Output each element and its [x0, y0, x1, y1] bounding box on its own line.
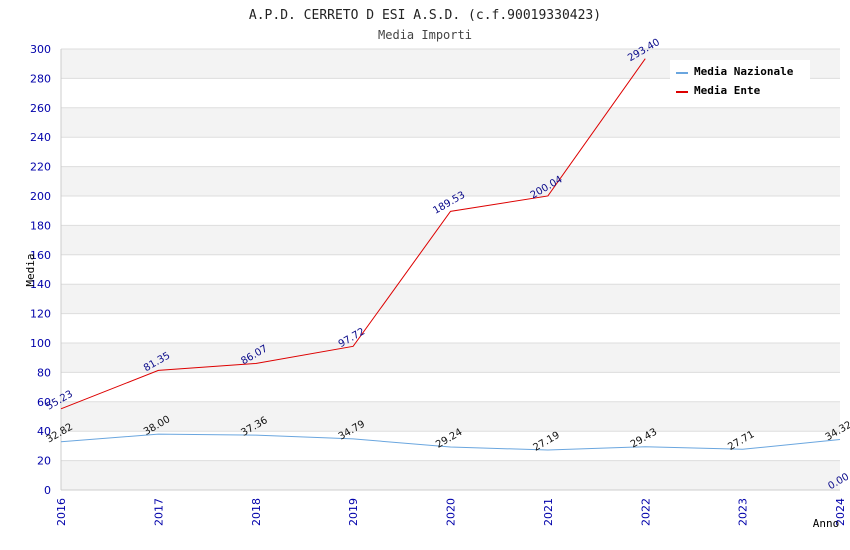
x-axis-label: Anno: [813, 517, 840, 530]
legend-label-media-nazionale: Media Nazionale: [694, 65, 794, 78]
y-tick-label: 20: [37, 455, 51, 468]
legend: Media Nazionale Media Ente: [670, 60, 810, 102]
y-tick-label: 300: [30, 43, 51, 56]
y-axis-label: Media: [24, 253, 37, 286]
grid-band: [61, 431, 840, 461]
x-tick-label: 2018: [250, 498, 263, 526]
y-tick-label: 60: [37, 396, 51, 409]
series-line-media-nazionale: [60, 433, 841, 451]
grid-band: [61, 137, 840, 167]
grid-band: [61, 196, 840, 226]
grid-band: [61, 225, 840, 255]
y-tick-label: 200: [30, 190, 51, 203]
grid-band: [61, 460, 840, 490]
y-tick-label: 240: [30, 131, 51, 144]
x-tick-label: 2023: [737, 498, 750, 526]
y-tick-label: 80: [37, 366, 51, 379]
grid-band: [61, 372, 840, 402]
series-line-media-ente: [60, 58, 646, 410]
y-tick-label: 120: [30, 308, 51, 321]
x-tick-label: 2024: [834, 498, 847, 526]
y-tick-label: 220: [30, 161, 51, 174]
chart-title: A.P.D. CERRETO D ESI A.S.D. (c.f.9001933…: [249, 8, 601, 23]
y-tick-label: 40: [37, 425, 51, 438]
grid-band: [61, 166, 840, 196]
series-lines: [60, 58, 841, 451]
x-tick-label: 2020: [445, 498, 458, 526]
chart-subtitle: Media Importi: [378, 28, 472, 42]
grid-band: [61, 401, 840, 432]
x-tick-label: 2021: [542, 498, 555, 526]
y-tick-label: 260: [30, 102, 51, 115]
x-tick-label: 2022: [639, 498, 652, 526]
y-tick-label: 180: [30, 219, 51, 232]
x-tick-label: 2019: [347, 498, 360, 526]
y-tick-label: 160: [30, 249, 51, 262]
y-axis-ticks: 0 20 40 60 80 100 120 140 160 180 200 220 240 260 280 3…: [30, 43, 51, 497]
grid-bands: [60, 48, 840, 491]
y-tick-label: 0: [44, 484, 51, 497]
x-axis-ticks: 2016 2017 2018 2019 2020 2021 2022 2023 2024: [55, 498, 847, 526]
grid-band: [61, 284, 840, 314]
x-tick-label: 2016: [55, 498, 68, 526]
grid-band: [61, 313, 840, 343]
legend-box: [670, 60, 810, 102]
x-tick-label: 2017: [152, 498, 165, 526]
grid-band: [61, 254, 840, 285]
y-tick-label: 100: [30, 337, 51, 350]
legend-label-media-ente: Media Ente: [694, 84, 761, 97]
y-tick-label: 280: [30, 72, 51, 85]
y-tick-label: 140: [30, 278, 51, 291]
grid-band: [61, 343, 840, 373]
grid-band: [61, 107, 840, 138]
